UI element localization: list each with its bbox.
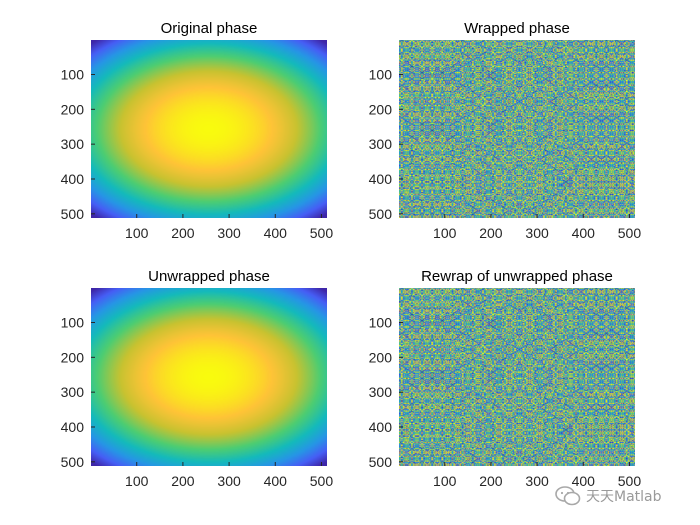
y-tick-label: 500 [61,454,85,470]
x-tick-label: 100 [125,225,149,241]
y-tick-label: 500 [369,454,393,470]
watermark-text: 天天Matlab [586,489,662,505]
y-tick-label: 300 [369,384,393,400]
heatmap-image [91,40,327,218]
heatmap-image [399,288,635,466]
x-tick-label: 200 [171,473,195,489]
x-tick-label: 200 [479,473,503,489]
y-tick-label: 200 [61,349,85,365]
y-tick-label: 500 [61,206,85,222]
y-tick-label: 100 [369,314,393,330]
panel-title: Rewrap of unwrapped phase [421,268,613,285]
x-tick-label: 100 [125,473,149,489]
y-tick-label: 100 [61,66,85,82]
panel-title: Wrapped phase [464,20,570,37]
chart-panel: Rewrap of unwrapped phase 100 200 300 400 500… [369,268,642,489]
panel-title: Original phase [161,20,258,37]
y-tick-label: 400 [61,171,85,187]
y-tick-label: 400 [369,419,393,435]
y-tick-label: 500 [369,206,393,222]
x-tick-label: 400 [264,473,288,489]
x-tick-label: 500 [310,473,334,489]
chart-panel: Unwrapped phase 100 200 300 400 500 100 200 300 4… [61,268,334,489]
heatmap-image [399,40,635,218]
x-tick-label: 300 [525,225,549,241]
chart-panel: Wrapped phase 100 200 300 400 500 100 200 300 400… [369,20,642,241]
x-tick-label: 500 [618,225,642,241]
x-tick-label: 400 [264,225,288,241]
wechat-icon [555,486,581,506]
x-tick-label: 200 [479,225,503,241]
y-tick-label: 400 [369,171,393,187]
watermark: 天天Matlab [555,485,662,507]
y-tick-label: 200 [369,349,393,365]
y-tick-label: 100 [369,66,393,82]
chart-panel: Original phase 100 200 300 400 500 100 200 300 40… [61,20,334,241]
y-tick-label: 300 [61,384,85,400]
panel-title: Unwrapped phase [148,268,270,285]
x-tick-label: 300 [525,473,549,489]
y-tick-label: 300 [369,136,393,152]
y-tick-label: 400 [61,419,85,435]
x-tick-label: 300 [217,225,241,241]
x-tick-label: 200 [171,225,195,241]
x-tick-label: 100 [433,225,457,241]
y-tick-label: 300 [61,136,85,152]
y-tick-label: 100 [61,314,85,330]
x-tick-label: 500 [618,473,642,489]
y-tick-label: 200 [61,101,85,117]
x-tick-label: 400 [572,225,596,241]
heatmap-image [91,288,327,466]
x-tick-label: 300 [217,473,241,489]
x-tick-label: 500 [310,225,334,241]
x-tick-label: 400 [572,473,596,489]
y-tick-label: 200 [369,101,393,117]
x-tick-label: 100 [433,473,457,489]
